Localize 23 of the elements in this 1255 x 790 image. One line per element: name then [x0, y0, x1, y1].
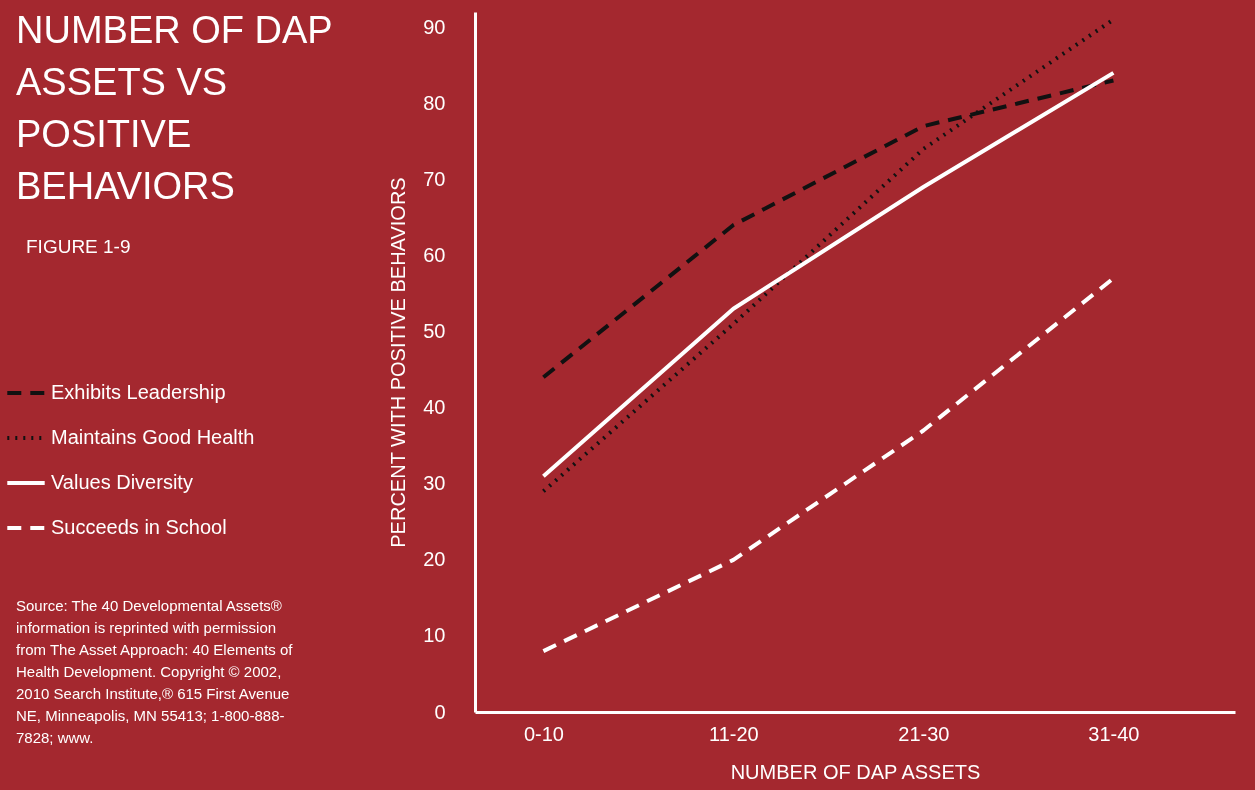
- x-tick-label: 0-10: [523, 722, 564, 745]
- y-tick-label: 20: [423, 548, 446, 571]
- y-axis-title: PERCENT WITH POSITIVE BEHAVIORS: [387, 177, 410, 548]
- legend-label: Values Diversity: [51, 471, 193, 493]
- source-note: Source: The 40 Developmental Assets® information is reprinted with permission from The Asset Approach: 40 Elements of Health Development. Copyright © 2002, 2010 Search Institute,® 615 First Avenue NE, Minneapolis, MN 55413; 1-800-888-7828; www.: [16, 596, 294, 748]
- x-tick-label: 21-30: [898, 722, 950, 745]
- y-tick-label: 0: [434, 700, 446, 723]
- x-tick-label: 11-20: [709, 722, 759, 745]
- y-tick-label: 90: [423, 15, 446, 38]
- x-axis-title: NUMBER OF DAP ASSETS: [730, 760, 981, 783]
- y-tick-label: 50: [423, 320, 446, 343]
- y-tick-label: 60: [423, 243, 446, 266]
- x-tick-label: 31-40: [1088, 722, 1140, 745]
- y-tick-label: 40: [423, 396, 446, 419]
- y-tick-label: 80: [423, 91, 446, 114]
- legend-label: Maintains Good Health: [51, 426, 255, 448]
- text: NUMBER OF DAP ASSETS VS POSITIVE BEHAVIORS: [16, 8, 333, 209]
- legend-label: Exhibits Leadership: [51, 381, 226, 403]
- y-tick-label: 30: [423, 472, 446, 495]
- y-tick-label: 70: [423, 167, 446, 190]
- text: FIGURE 1-9: [26, 236, 131, 258]
- y-tick-label: 10: [423, 624, 446, 647]
- legend-label: Succeeds in School: [51, 516, 227, 538]
